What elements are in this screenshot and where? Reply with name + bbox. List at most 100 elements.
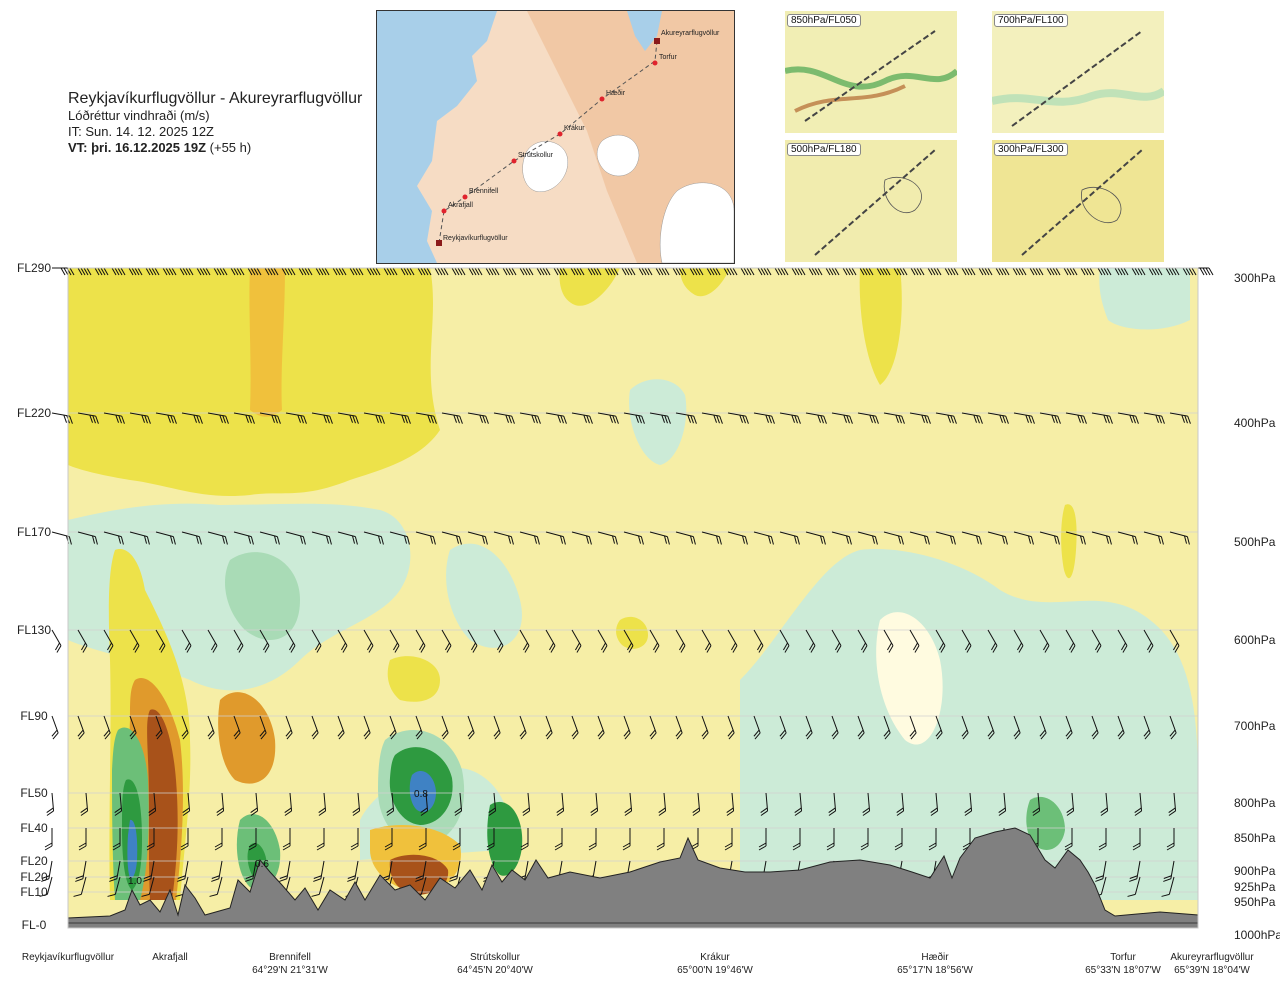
wind-barb [1127,876,1141,897]
wind-barb [649,412,671,424]
wind-barb [909,412,931,424]
wind-barb [441,715,449,740]
wind-barb [758,828,767,851]
wind-barb [207,412,229,424]
wind-barb [571,531,592,545]
wind-barb [415,531,436,545]
wind-barb [107,876,121,897]
wind-barb [352,792,361,816]
wind-barb [493,715,501,740]
flight-level-label: FL50 [20,786,48,800]
wind-barb [554,828,563,851]
flight-level-label: FL130 [17,623,51,637]
wind-barb [826,828,835,851]
wind-barb [545,629,556,653]
wind-barb [1143,715,1151,740]
level-map-500-label: 500hPa/FL180 [787,143,861,156]
wind-barb [1168,792,1177,816]
map-waypoint-marker [511,158,517,164]
wind-barb [337,531,358,545]
field-green-mid [629,379,687,465]
wind-barb [311,715,319,740]
wind-barb [245,860,257,882]
wind-barb [141,876,155,897]
wind-barb [441,531,462,545]
field-cell-blue [409,771,436,812]
wind-barb [831,629,842,653]
wind-barb [860,828,869,851]
pressure-level-label: 700hPa [1234,719,1276,733]
wind-barb [1143,629,1154,653]
wind-barb [1065,531,1086,545]
wind-barb [449,860,461,882]
wind-barb [753,715,761,740]
wind-barb [363,412,385,424]
level-map-700-label: 700hPa/FL100 [994,14,1068,27]
level-map-300: 300hPa/FL300 [992,140,1164,262]
pressure-level-label: 300hPa [1234,271,1276,285]
wind-barb [727,715,735,740]
pressure-level-label: 850hPa [1234,831,1276,845]
chart-info-block: Reykjavíkurflugvöllur - Akureyrarflugvöl… [68,90,362,156]
wind-barb [77,629,88,653]
wind-barb [77,715,85,740]
wind-barb [831,412,853,424]
wind-barb [279,860,291,882]
wind-barb [452,828,461,851]
wind-barb [519,531,540,545]
wind-barb [259,531,280,545]
map-waypoint-marker [462,194,468,200]
wind-barb [350,828,359,851]
wind-barb [522,792,531,816]
waypoint-coordinate: 64°29'N 21°31'W [252,965,328,976]
wind-barb [441,412,463,424]
wind-barb [250,792,259,816]
wind-barb [987,412,1009,424]
wind-barb [488,792,497,816]
wind-barb [1117,531,1138,545]
wind-barb [233,412,255,424]
wind-barb [75,860,87,882]
wind-barb [1117,629,1128,653]
map-place-label: Akrafjall [448,202,473,209]
wind-barb [545,531,566,545]
valid-time-offset: (+55 h) [209,140,252,155]
map-waypoint-marker [599,96,605,102]
cross-section-svg: 1.0 0.6 0.8 FL290 300hPa FL220 400hPa FL170 500… [17,261,1280,976]
wind-barb [493,412,515,424]
field-yellow-krakur [616,616,648,649]
wind-barb [1065,715,1073,740]
contour-annotations: 1.0 0.6 0.8 [128,789,428,887]
wind-barb [987,531,1008,545]
pressure-level-label: 1000hPa [1234,928,1280,942]
wind-barb [1095,860,1107,882]
map-place-label: Krákur [564,125,585,132]
wind-barb [311,876,325,897]
valid-time-bold: VT: þri. 16.12.2025 19Z [68,140,207,155]
field-green-strut-right [487,801,523,876]
wind-barb [779,412,801,424]
pressure-level-label: 800hPa [1234,796,1276,810]
wind-barb [467,412,489,424]
wind-barb [389,412,411,424]
wind-barb [177,860,189,882]
wind-barb [51,412,73,424]
map-waypoint-marker [441,208,447,214]
wind-barb [386,792,395,816]
field-green-center [446,543,522,648]
wind-barb [103,715,111,740]
wind-barb [155,715,163,740]
wind-barb [454,792,463,816]
wind-barb [831,531,852,545]
vertical-wind-field [68,268,1198,900]
wind-barb [39,876,53,897]
wind-barb [282,828,291,851]
wind-barb [146,828,155,851]
chart-title: Reykjavíkurflugvöllur - Akureyrarflugvöl… [68,90,363,107]
flight-level-label: FL-0 [22,918,47,932]
pressure-level-label: 600hPa [1234,633,1276,647]
wind-barb [909,629,920,653]
level-map-500-graphic [785,140,957,262]
level-map-850-graphic [785,11,957,133]
wind-barb [961,629,972,653]
